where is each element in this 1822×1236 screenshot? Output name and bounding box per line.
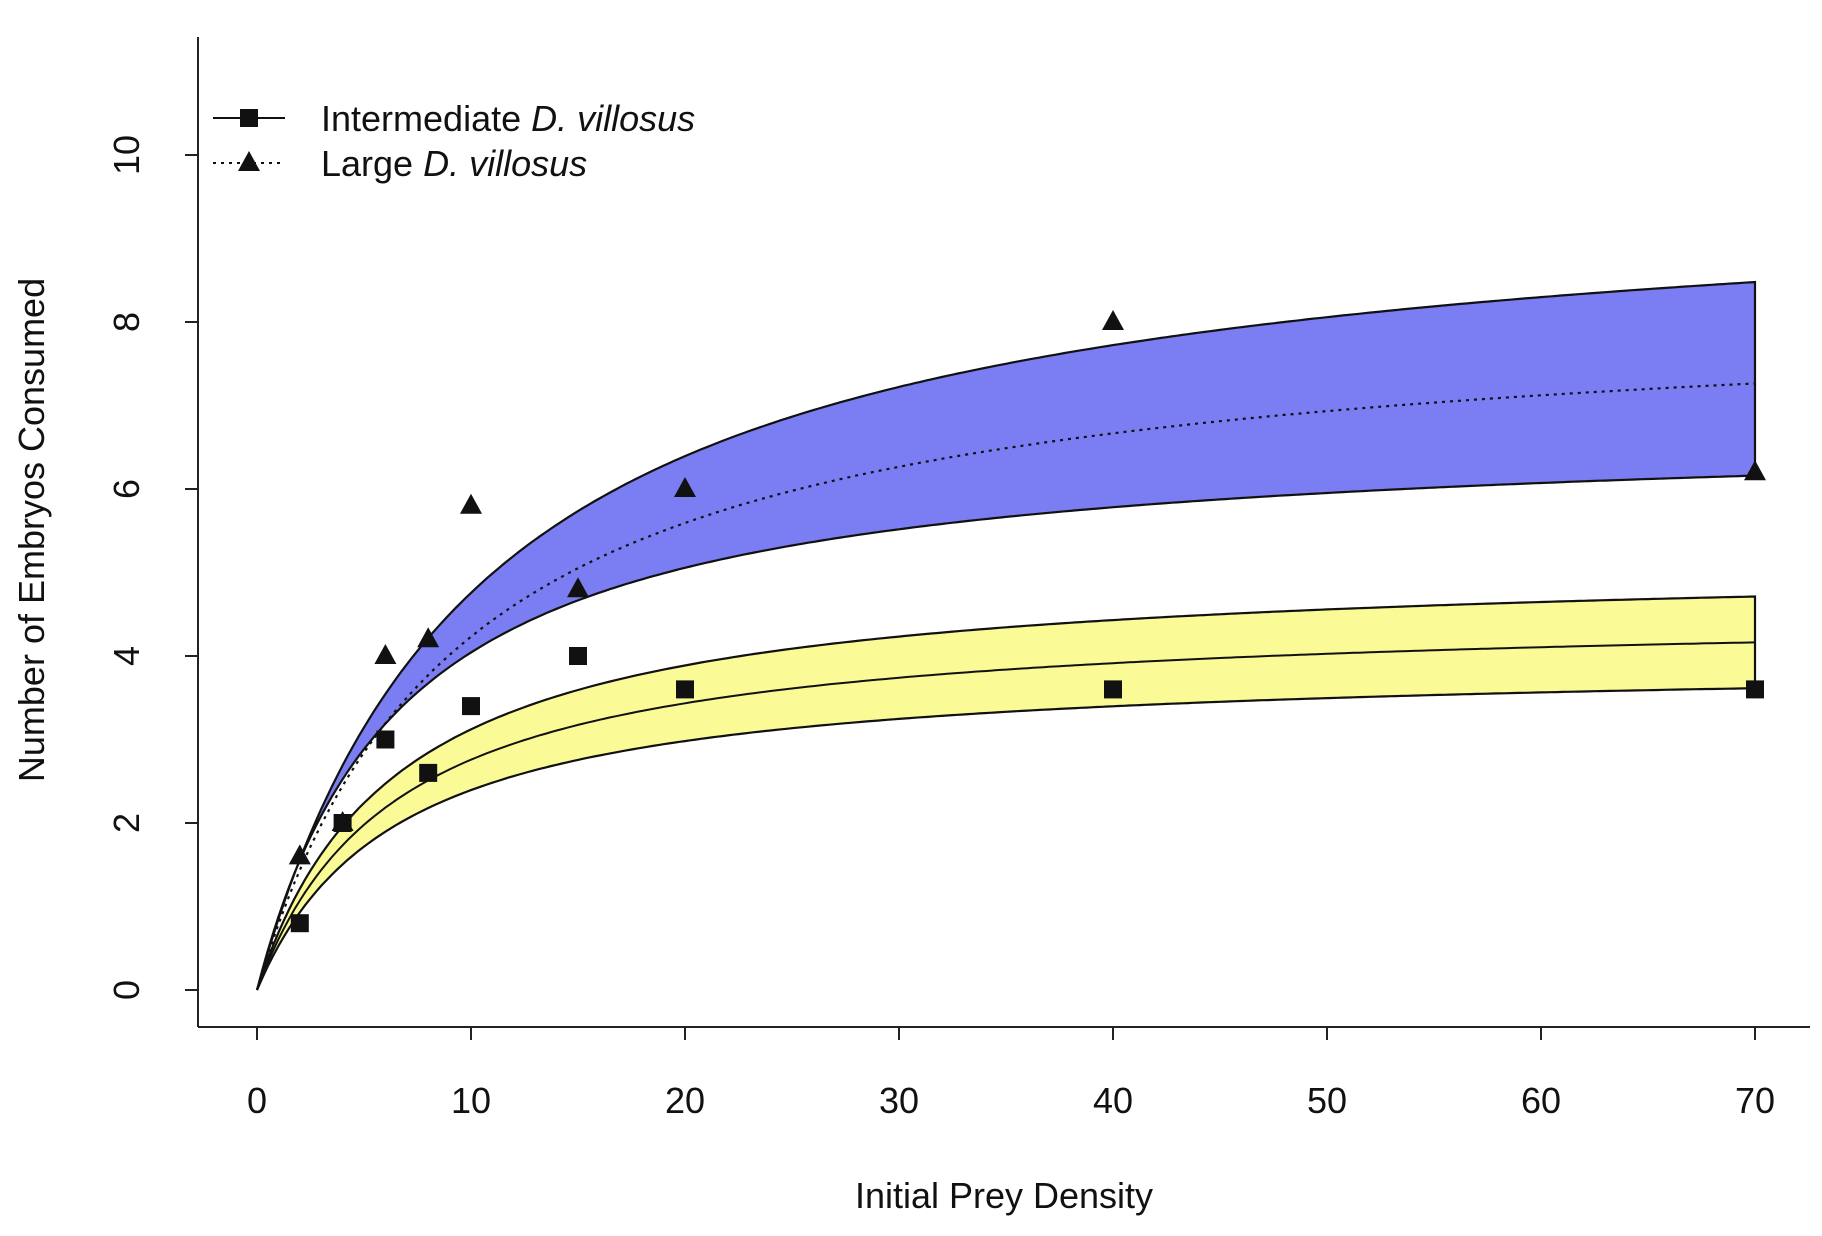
x-tick-label: 50: [1307, 1080, 1347, 1121]
intermediate-data-point: [419, 763, 438, 782]
intermediate-data-point: [569, 647, 587, 665]
intermediate-data-point: [376, 730, 395, 749]
x-tick-label: 60: [1521, 1080, 1561, 1121]
x-tick-label: 40: [1093, 1080, 1133, 1121]
x-tick-label: 30: [879, 1080, 919, 1121]
legend-large-label: Large D. villosus: [321, 143, 587, 184]
large-data-point: [1744, 460, 1766, 481]
y-tick-label: 4: [106, 646, 147, 666]
legend-triangle-marker: [238, 151, 260, 171]
y-tick-label: 2: [106, 813, 147, 833]
confidence-bands: [255, 280, 1757, 991]
y-axis-title: Number of Embryos Consumed: [11, 278, 52, 782]
x-tick-label: 70: [1735, 1080, 1775, 1121]
large-data-point: [374, 644, 397, 664]
large-fit-line: [255, 382, 1756, 991]
y-tick-label: 0: [106, 980, 147, 1000]
data-points: [288, 310, 1766, 933]
intermediate-confidence-band: [255, 595, 1757, 991]
large-data-point: [288, 844, 311, 865]
legend-square-marker: [240, 109, 258, 127]
intermediate-data-point: [676, 680, 694, 699]
x-tick-label: 10: [451, 1080, 491, 1121]
intermediate-data-point: [462, 697, 480, 716]
large-data-point: [1102, 310, 1124, 330]
y-tick-label: 10: [106, 135, 147, 175]
large-confidence-band: [255, 280, 1757, 991]
large-data-point: [331, 811, 354, 831]
x-axis-ticks: 0 10 20 30 40 50 60 70: [247, 1027, 1775, 1121]
large-data-point: [567, 577, 589, 598]
x-axis-title: Initial Prey Density: [855, 1175, 1153, 1216]
axes: [197, 37, 1810, 1028]
fit-curves: [255, 382, 1756, 991]
y-tick-label: 6: [106, 479, 147, 499]
intermediate-data-point: [290, 914, 309, 933]
large-data-point: [417, 627, 440, 648]
intermediate-fit-line: [256, 641, 1756, 991]
x-tick-label: 0: [247, 1080, 267, 1121]
y-axis-ticks: 0 2 4 6 8 10: [106, 135, 198, 1000]
intermediate-data-point: [1746, 680, 1764, 699]
large-data-point: [674, 477, 696, 497]
x-tick-label: 20: [665, 1080, 705, 1121]
large-data-point: [460, 493, 482, 514]
intermediate-data-point: [1104, 680, 1122, 699]
y-tick-label: 8: [106, 312, 147, 332]
legend-intermediate-label: Intermediate D. villosus: [321, 98, 695, 139]
